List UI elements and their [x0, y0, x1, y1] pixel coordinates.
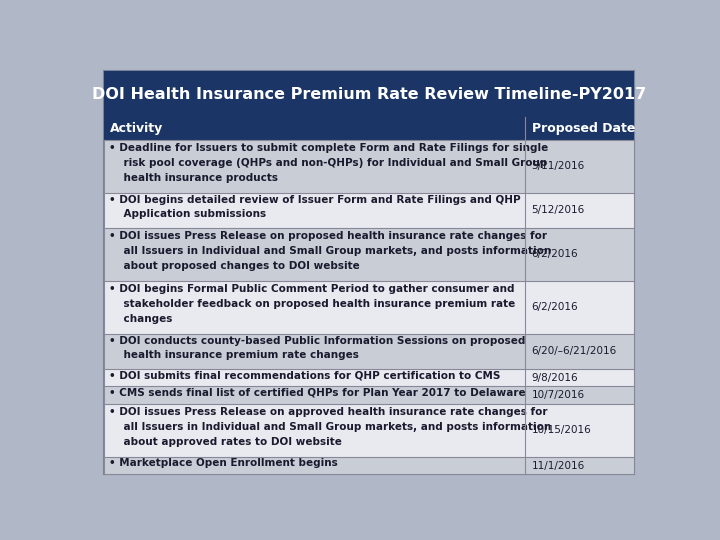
Text: 10/15/2016: 10/15/2016: [531, 426, 591, 435]
Text: 6/2/2016: 6/2/2016: [531, 249, 578, 259]
Bar: [104, 334, 634, 369]
Text: • DOI conducts county-based Public Information Sessions on proposed: • DOI conducts county-based Public Infor…: [109, 336, 525, 346]
Text: • DOI issues Press Release on approved health insurance rate changes for: • DOI issues Press Release on approved h…: [109, 407, 547, 417]
Text: 6/20/–6/21/2016: 6/20/–6/21/2016: [531, 346, 617, 356]
Text: 5/12/2016: 5/12/2016: [531, 205, 585, 215]
Text: • CMS sends final list of certified QHPs for Plan Year 2017 to Delaware: • CMS sends final list of certified QHPs…: [109, 388, 525, 398]
Text: 11/1/2016: 11/1/2016: [531, 461, 585, 471]
Text: Activity: Activity: [110, 122, 163, 135]
Text: Proposed Date: Proposed Date: [531, 122, 635, 135]
Text: 5/11/2016: 5/11/2016: [531, 161, 585, 171]
Text: 10/7/2016: 10/7/2016: [531, 390, 585, 400]
Text: • DOI issues Press Release on proposed health insurance rate changes for: • DOI issues Press Release on proposed h…: [109, 231, 546, 241]
Text: all Issuers in Individual and Small Group markets, and posts information: all Issuers in Individual and Small Grou…: [109, 246, 551, 256]
Bar: [104, 404, 634, 457]
Text: stakeholder feedback on proposed health insurance premium rate: stakeholder feedback on proposed health …: [109, 299, 515, 309]
Text: • DOI begins detailed review of Issuer Form and Rate Filings and QHP: • DOI begins detailed review of Issuer F…: [109, 195, 521, 205]
Text: changes: changes: [109, 314, 172, 324]
Bar: [104, 140, 634, 193]
Bar: [104, 71, 634, 117]
Bar: [104, 387, 634, 404]
Text: • DOI begins Formal Public Comment Period to gather consumer and: • DOI begins Formal Public Comment Perio…: [109, 284, 514, 294]
Text: • Marketplace Open Enrollment begins: • Marketplace Open Enrollment begins: [109, 458, 338, 468]
Text: 6/2/2016: 6/2/2016: [531, 302, 578, 312]
Text: • DOI submits final recommendations for QHP certification to CMS: • DOI submits final recommendations for …: [109, 370, 500, 380]
Bar: [104, 117, 634, 140]
Text: health insurance premium rate changes: health insurance premium rate changes: [109, 350, 359, 360]
Bar: [104, 193, 634, 228]
Text: • Deadline for Issuers to submit complete Form and Rate Filings for single: • Deadline for Issuers to submit complet…: [109, 143, 548, 153]
Text: health insurance products: health insurance products: [109, 173, 278, 183]
Bar: [104, 281, 634, 334]
Text: DOI Health Insurance Premium Rate Review Timeline-PY2017: DOI Health Insurance Premium Rate Review…: [92, 87, 646, 102]
Text: all Issuers in Individual and Small Group markets, and posts information: all Issuers in Individual and Small Grou…: [109, 422, 551, 433]
Text: risk pool coverage (QHPs and non-QHPs) for Individual and Small Group: risk pool coverage (QHPs and non-QHPs) f…: [109, 158, 547, 168]
Bar: [104, 369, 634, 387]
Bar: [104, 457, 634, 475]
Text: about approved rates to DOI website: about approved rates to DOI website: [109, 437, 341, 448]
Text: Application submissions: Application submissions: [109, 210, 266, 219]
Text: about proposed changes to DOI website: about proposed changes to DOI website: [109, 261, 359, 272]
Bar: [104, 228, 634, 281]
Text: 9/8/2016: 9/8/2016: [531, 373, 578, 382]
